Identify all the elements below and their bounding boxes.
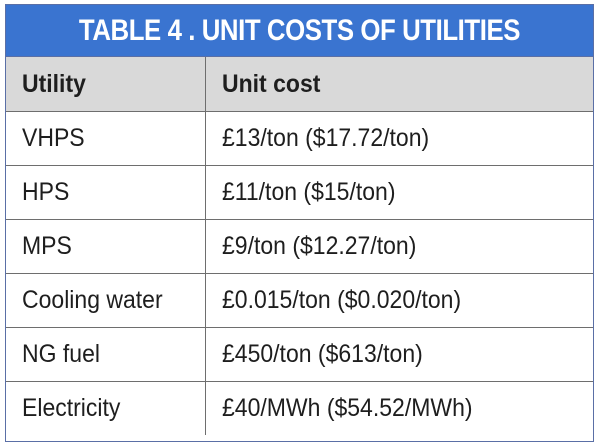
unit-cost-cell: £11/ton ($15/ton)	[204, 165, 593, 220]
utility-cost-table: TABLE 4 . UNIT COSTS OF UTILITIES Utilit…	[5, 4, 594, 442]
utility-cell: NG fuel	[6, 327, 205, 382]
header-row: Utility Unit cost	[6, 57, 593, 112]
utility-cell: VHPS	[6, 111, 205, 166]
table-row: MPS £9/ton ($12.27/ton)	[6, 219, 593, 274]
column-header-utility: Utility	[6, 57, 205, 112]
utility-cell: Cooling water	[6, 273, 205, 328]
unit-cost-cell: £40/MWh ($54.52/MWh)	[204, 381, 593, 435]
data-table: Utility Unit cost VHPS £13/ton ($17.72/t…	[6, 57, 593, 435]
table-row: Cooling water £0.015/ton ($0.020/ton)	[6, 273, 593, 328]
utility-cell: MPS	[6, 219, 205, 274]
unit-cost-cell: £450/ton ($613/ton)	[204, 327, 593, 382]
table-row: Electricity £40/MWh ($54.52/MWh)	[6, 381, 593, 435]
utility-cell: HPS	[6, 165, 205, 220]
column-header-unit-cost: Unit cost	[204, 57, 593, 112]
table-row: NG fuel £450/ton ($613/ton)	[6, 327, 593, 382]
table-row: VHPS £13/ton ($17.72/ton)	[6, 111, 593, 166]
unit-cost-cell: £0.015/ton ($0.020/ton)	[204, 273, 593, 328]
utility-cell: Electricity	[6, 381, 205, 435]
table-row: HPS £11/ton ($15/ton)	[6, 165, 593, 220]
unit-cost-cell: £13/ton ($17.72/ton)	[204, 111, 593, 166]
unit-cost-cell: £9/ton ($12.27/ton)	[204, 219, 593, 274]
table-title: TABLE 4 . UNIT COSTS OF UTILITIES	[78, 13, 521, 47]
table-title-bar: TABLE 4 . UNIT COSTS OF UTILITIES	[6, 5, 593, 57]
